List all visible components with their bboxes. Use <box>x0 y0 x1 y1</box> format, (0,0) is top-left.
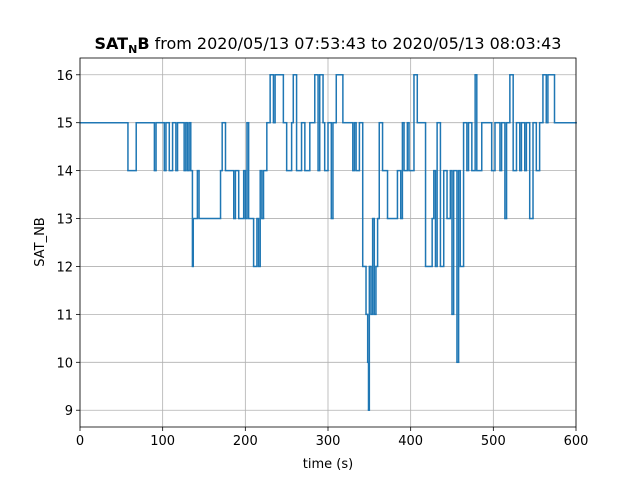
title-part: B <box>137 34 149 53</box>
y-tick-label: 12 <box>56 260 73 275</box>
y-tick-label: 14 <box>56 165 73 180</box>
chart-title: SATNB from 2020/05/13 07:53:43 to 2020/0… <box>95 34 562 56</box>
x-axis-label: time (s) <box>303 457 353 472</box>
y-tick-label: 13 <box>56 213 73 228</box>
x-tick-label: 0 <box>76 434 84 449</box>
y-tick-label: 11 <box>56 308 73 323</box>
x-tick-label: 600 <box>564 434 589 449</box>
title-part: SAT <box>95 34 129 53</box>
x-tick-label: 500 <box>481 434 506 449</box>
y-tick-label: 10 <box>56 356 73 371</box>
y-tick-label: 16 <box>56 69 73 84</box>
x-tick-label: 100 <box>150 434 175 449</box>
x-tick-label: 300 <box>316 434 341 449</box>
title-part: N <box>128 43 137 56</box>
plot-frame <box>79 57 577 428</box>
y-tick-label: 15 <box>56 117 73 132</box>
x-tick-label: 200 <box>233 434 258 449</box>
step-riser <box>127 74 556 411</box>
title-part: from 2020/05/13 07:53:43 to 2020/05/13 0… <box>150 34 562 53</box>
y-axis-label: SAT_NB <box>33 217 48 266</box>
y-tick-label: 9 <box>65 404 73 419</box>
x-tick-label: 400 <box>398 434 423 449</box>
